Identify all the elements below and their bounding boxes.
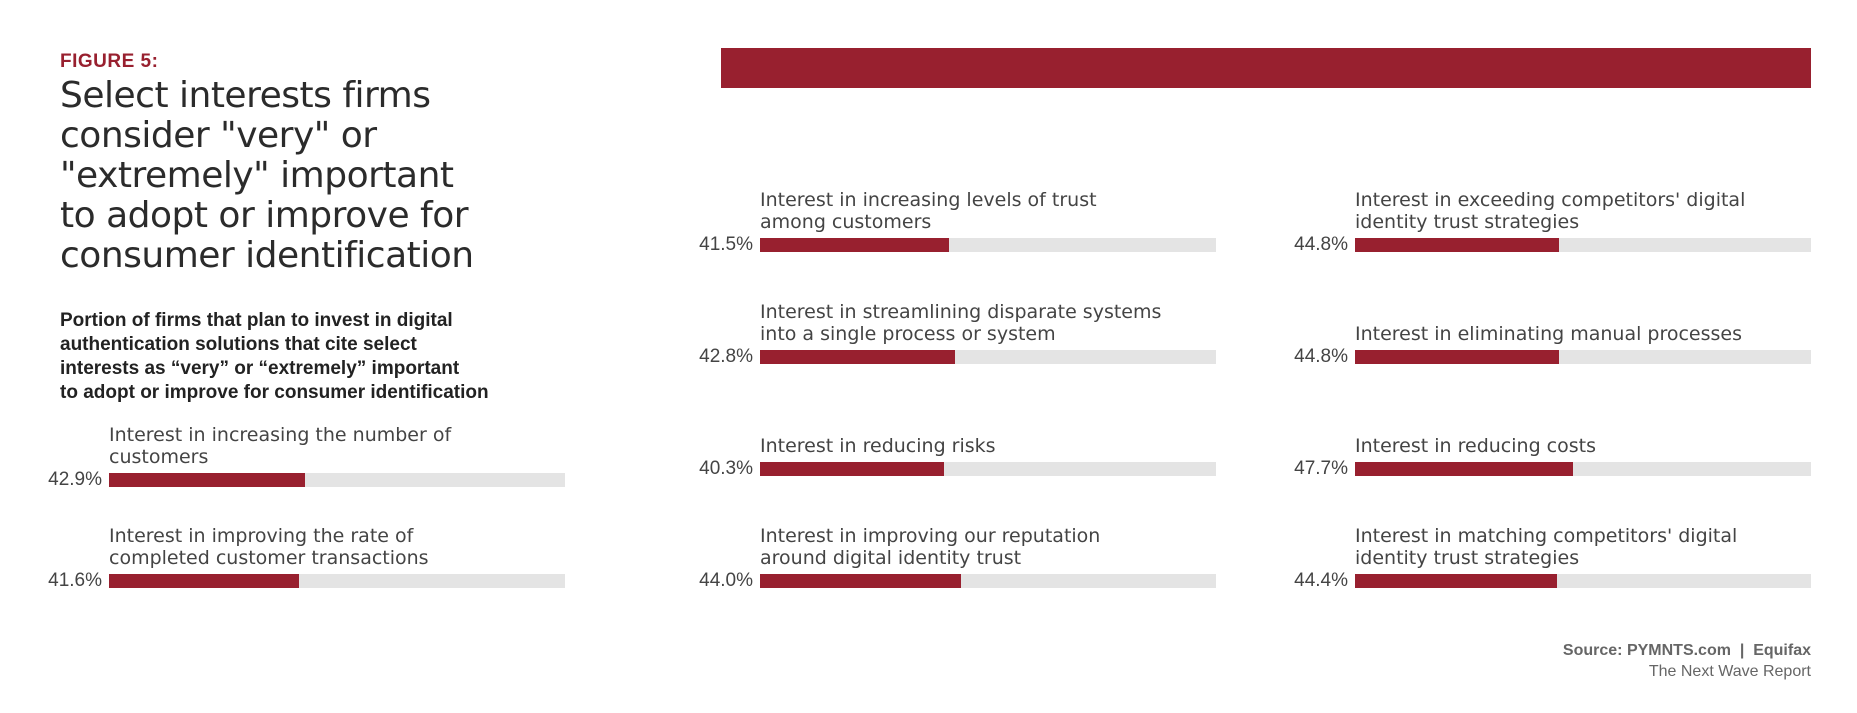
bar-label: Interest in increasing the number of cust…	[109, 424, 579, 468]
bar-track	[1355, 574, 1811, 588]
bar-track	[760, 574, 1216, 588]
source-note: Source: PYMNTS.com | Equifax The Next Wa…	[1563, 640, 1811, 682]
bar-label-line: identity trust strategies	[1355, 547, 1580, 569]
value-label: 44.0%	[699, 570, 753, 591]
bar-label: Interest in matching competitors' digita…	[1355, 525, 1825, 569]
subtitle-line: authentication solutions that cite selec…	[60, 334, 417, 355]
bar-fill	[109, 574, 299, 588]
bar-item: Interest in increasing levels of trust am…	[699, 189, 1216, 255]
bar-label-line: Interest in reducing risks	[760, 435, 996, 457]
bar-fill	[760, 238, 950, 252]
value-label: 44.8%	[1294, 234, 1348, 255]
bar-label-line: Interest in streamlining disparate syste…	[760, 301, 1162, 323]
bar-label-line: Interest in exceeding competitors' digit…	[1355, 189, 1746, 211]
bar-label-line: Interest in matching competitors' digita…	[1355, 525, 1738, 547]
bar-item: Interest in improving our reputation arou…	[699, 525, 1216, 591]
bar-label-line: around digital identity trust	[760, 547, 1022, 569]
figure-label: FIGURE 5:	[60, 51, 159, 72]
bar-track	[109, 574, 565, 588]
bar-label-line: Interest in improving our reputation	[760, 525, 1101, 547]
bar-fill	[1355, 574, 1558, 588]
bar-label-line: completed customer transactions	[109, 547, 429, 569]
bar-item: Interest in increasing the number of cust…	[48, 424, 565, 490]
subtitle-line: Portion of firms that plan to invest in …	[60, 310, 453, 331]
bar-label: Interest in improving the rate of complet…	[109, 525, 579, 569]
bar-item: Interest in matching competitors' digita…	[1294, 525, 1811, 591]
bar-item: Interest in streamlining disparate syste…	[699, 301, 1216, 367]
bar-track	[1355, 462, 1811, 476]
bar-fill	[760, 350, 956, 364]
bar-label-line: Interest in increasing the number of	[109, 424, 452, 446]
title-line: consider "very" or	[60, 115, 377, 156]
bar-label-line: Interest in increasing levels of trust	[760, 189, 1097, 211]
bar-label: Interest in improving our reputation arou…	[760, 525, 1230, 569]
value-label: 41.6%	[48, 570, 102, 591]
value-label: 44.4%	[1294, 570, 1348, 591]
bar-track	[109, 473, 565, 487]
bar-label: Interest in reducing costs	[1355, 435, 1825, 457]
bar-track	[760, 238, 1216, 252]
bar-track	[760, 462, 1216, 476]
bar-label-line: into a single process or system	[760, 323, 1056, 345]
bar-label: Interest in eliminating manual processes	[1355, 323, 1825, 345]
bar-fill	[1355, 350, 1560, 364]
bar-item: Interest in exceeding competitors' digit…	[1294, 189, 1811, 255]
bar-label-line: Interest in eliminating manual processes	[1355, 323, 1743, 345]
value-label: 41.5%	[699, 234, 753, 255]
bar-item: Interest in reducing risks 40.3%	[699, 435, 1216, 479]
report-name: The Next Wave Report	[1648, 663, 1811, 680]
bar-fill	[1355, 238, 1560, 252]
value-label: 42.9%	[48, 469, 102, 490]
chart-subtitle: Portion of firms that plan to invest in …	[60, 309, 580, 405]
bar-track	[1355, 350, 1811, 364]
subtitle-line: to adopt or improve for consumer identif…	[60, 382, 489, 403]
bar-label-line: customers	[109, 446, 209, 468]
title-line: "extremely" important	[60, 155, 454, 196]
value-label: 42.8%	[699, 346, 753, 367]
header-banner	[721, 48, 1811, 88]
bar-fill	[1355, 462, 1573, 476]
bar-label-line: among customers	[760, 211, 932, 233]
title-line: consumer identification	[60, 235, 474, 276]
bar-track	[760, 350, 1216, 364]
bar-fill	[760, 574, 961, 588]
bar-label-line: Interest in reducing costs	[1355, 435, 1596, 457]
bar-label-line: Interest in improving the rate of	[109, 525, 414, 547]
source-line: Source: PYMNTS.com | Equifax	[1562, 642, 1811, 659]
value-label: 40.3%	[699, 458, 753, 479]
bar-label: Interest in increasing levels of trust am…	[760, 189, 1230, 233]
value-label: 47.7%	[1294, 458, 1348, 479]
bar-fill	[109, 473, 305, 487]
subtitle-line: interests as “very” or “extremely” impor…	[60, 358, 460, 379]
bar-label-line: identity trust strategies	[1355, 211, 1580, 233]
bar-item: Interest in eliminating manual processes…	[1294, 323, 1811, 367]
bar-track	[1355, 238, 1811, 252]
bar-fill	[760, 462, 944, 476]
bar-item: Interest in improving the rate of complet…	[48, 525, 565, 591]
value-label: 44.8%	[1294, 346, 1348, 367]
bar-label: Interest in streamlining disparate syste…	[760, 301, 1230, 345]
bar-item: Interest in reducing costs 47.7%	[1294, 435, 1811, 479]
bar-label: Interest in exceeding competitors' digit…	[1355, 189, 1825, 233]
chart-title: Select interests firms consider "very" o…	[60, 76, 500, 276]
title-line: to adopt or improve for	[60, 195, 469, 236]
bar-label: Interest in reducing risks	[760, 435, 1230, 457]
title-line: Select interests firms	[60, 75, 431, 116]
